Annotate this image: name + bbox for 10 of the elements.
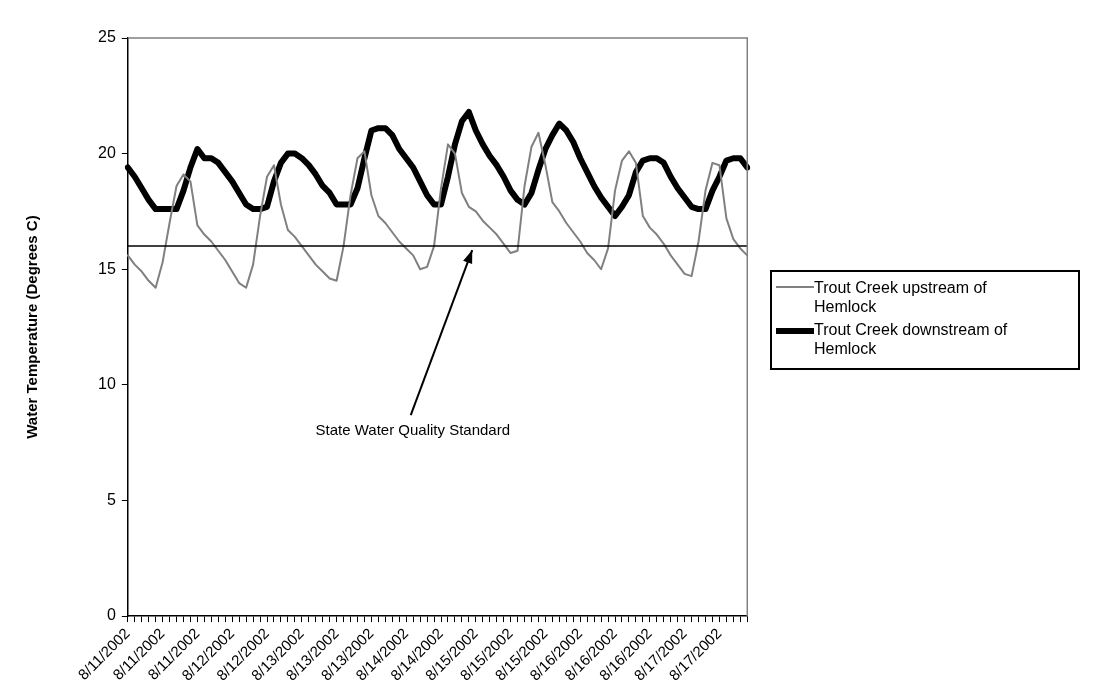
y-tick-label: 15 <box>98 259 116 277</box>
y-tick-label: 20 <box>98 144 116 162</box>
legend-label: Trout Creek upstream of Hemlock <box>814 278 988 316</box>
y-tick-label: 0 <box>106 606 116 624</box>
legend-label: Trout Creek downstream of Hemlock <box>814 320 1009 358</box>
y-tick-label: 5 <box>106 490 116 508</box>
ref-line-label: State Water Quality Standard <box>315 421 511 439</box>
y-tick-label: 25 <box>98 28 116 46</box>
y-axis-title: Water Temperature (Degrees C) <box>23 215 41 439</box>
y-tick-label: 10 <box>98 375 116 393</box>
